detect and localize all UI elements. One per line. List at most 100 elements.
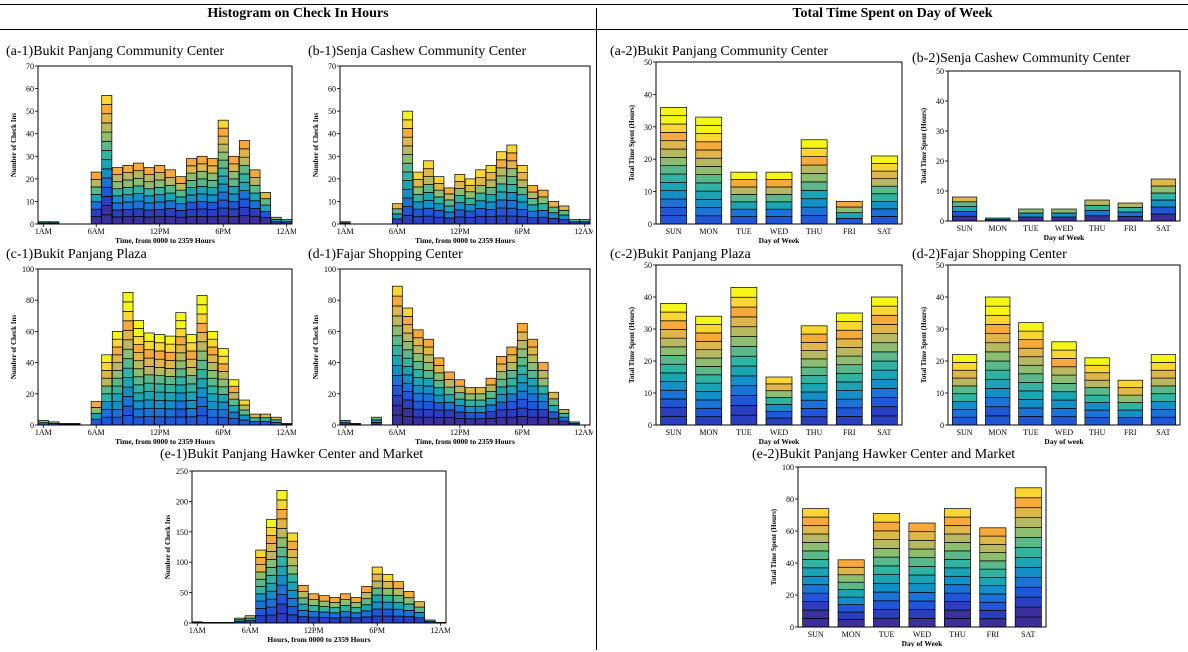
bar-segment — [695, 332, 723, 342]
bar-segment — [765, 208, 793, 217]
bar-segment — [207, 362, 219, 371]
bar-segment — [695, 174, 723, 184]
bar-segment — [871, 216, 898, 225]
bar-segment — [217, 143, 229, 153]
bar — [175, 312, 187, 426]
bar-segment — [339, 419, 351, 424]
bar-segment — [1051, 366, 1077, 376]
bar-segment — [1018, 381, 1044, 392]
y-tick-label: 10 — [328, 197, 336, 206]
bar-segment — [527, 185, 539, 193]
bar-segment — [516, 216, 528, 225]
chart-title: (c-2)Bukit Panjang Plaza — [610, 247, 751, 262]
bar-segment — [908, 565, 936, 576]
bar-segment — [527, 354, 539, 363]
plot-frame — [655, 61, 903, 225]
bar-segment — [516, 382, 528, 392]
bar-segment — [402, 374, 414, 384]
bar-segment — [133, 416, 144, 426]
y-tick-label: 30 — [936, 325, 944, 334]
bar-segment — [350, 607, 362, 614]
bar-segment — [207, 158, 219, 167]
bar-segment — [433, 216, 445, 225]
bar-segment — [1150, 369, 1177, 379]
bar-segment — [164, 351, 176, 361]
x-tick-label: SUN — [666, 227, 682, 236]
bar — [276, 490, 288, 624]
bar-segment — [730, 414, 758, 426]
y-tick-label: 150 — [176, 528, 188, 537]
bar — [1051, 208, 1077, 222]
bar — [558, 409, 570, 426]
bar-segment — [873, 565, 901, 575]
bar-segment — [133, 384, 144, 394]
bar-segment — [537, 370, 549, 379]
bar-segment — [133, 177, 144, 187]
bar-segment — [730, 296, 758, 308]
bar-segment — [660, 215, 687, 225]
bar-segment — [249, 208, 261, 217]
bar-segment — [835, 416, 863, 426]
bar-segment — [496, 371, 507, 380]
bar-segment — [730, 316, 758, 328]
bar-segment — [765, 383, 793, 392]
bar-segment — [402, 391, 414, 401]
bar-segment — [382, 587, 394, 596]
bar — [527, 338, 539, 426]
bar-segment — [454, 173, 466, 182]
bar-segment — [475, 215, 486, 225]
y-tick-label: 40 — [328, 130, 336, 139]
bar-segment — [412, 353, 424, 362]
bar — [835, 200, 863, 225]
bar-segment — [527, 346, 539, 356]
bar-segment — [48, 221, 60, 224]
bar-segment — [765, 410, 793, 419]
bar-segment — [111, 167, 123, 175]
bar-segment — [951, 215, 978, 222]
bar-segment — [101, 131, 113, 142]
bar-segment — [196, 178, 208, 187]
x-tick-label: 12AM — [276, 227, 296, 236]
bar-segment — [391, 203, 403, 210]
bar-segment — [800, 416, 828, 426]
bar — [579, 219, 591, 225]
bar-segment — [101, 94, 113, 105]
bar-segment — [1014, 606, 1042, 618]
bar-segment — [800, 147, 828, 157]
bar-segment — [1014, 586, 1042, 598]
bar — [287, 532, 298, 624]
bar-segment — [402, 154, 414, 164]
bar-segment — [122, 348, 134, 360]
bar-segment — [660, 346, 687, 356]
bar-segment — [951, 401, 978, 410]
bar-segment — [433, 402, 445, 411]
y-tick-label: 40 — [328, 359, 336, 368]
x-axis-label: Time, from 0000 to 2359 Hours — [115, 437, 215, 446]
bar-segment — [175, 344, 187, 354]
chart-panel: (a-2)Bukit Panjang Community Center 0 10 2… — [610, 44, 906, 250]
bar-segment — [164, 376, 176, 385]
bar-segment — [276, 546, 288, 558]
bar-segment — [800, 358, 828, 368]
bar-segment — [1150, 409, 1177, 418]
bar-segment — [164, 359, 176, 369]
bar-segment — [730, 208, 758, 217]
bar-segment — [660, 363, 687, 374]
bar-segment — [695, 124, 723, 134]
bar — [433, 176, 445, 225]
bar — [217, 348, 229, 426]
bar-segment — [423, 215, 434, 225]
bar-segment — [402, 324, 414, 334]
bar-segment — [412, 385, 424, 394]
bar-segment — [1084, 387, 1110, 396]
left-header: Histogram on Check In Hours — [207, 6, 389, 21]
bar-segment — [1018, 390, 1044, 400]
bar-segment — [871, 200, 898, 210]
bar-segment — [506, 168, 518, 177]
bar-segment — [485, 208, 497, 218]
y-tick-label: 50 — [26, 107, 34, 116]
bar-segment — [444, 394, 455, 403]
bar-segment — [660, 415, 687, 426]
bar-segment — [196, 350, 208, 361]
bar-segment — [186, 391, 197, 401]
